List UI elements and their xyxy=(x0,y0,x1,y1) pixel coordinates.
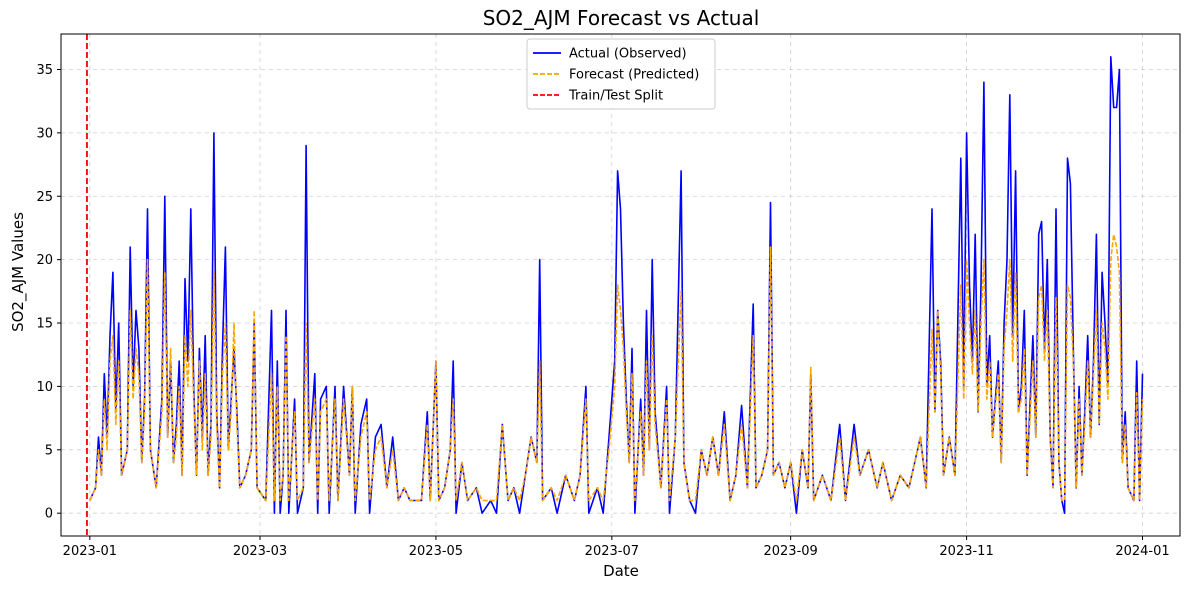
x-tick-label: 2023-11 xyxy=(939,544,993,559)
y-tick-label: 0 xyxy=(45,507,53,522)
legend-label: Actual (Observed) xyxy=(569,47,687,62)
grid xyxy=(61,34,1180,536)
y-tick-label: 20 xyxy=(36,253,53,268)
forecast-series-line xyxy=(89,233,1144,502)
plot-frame xyxy=(60,33,1181,537)
legend-label: Forecast (Predicted) xyxy=(569,68,699,83)
plot-series xyxy=(89,56,1144,514)
x-axis-title: Date xyxy=(603,562,639,580)
y-axis-title: SO2_AJM Values xyxy=(9,212,28,332)
actual-series-line xyxy=(89,56,1144,514)
x-tick-label: 2023-01 xyxy=(63,544,117,559)
x-tick-label: 2023-09 xyxy=(763,544,817,559)
y-tick-label: 5 xyxy=(45,443,53,458)
x-tick-label: 2023-07 xyxy=(585,544,639,559)
y-tick-label: 35 xyxy=(36,63,53,78)
legend: Actual (Observed) Forecast (Predicted) Tra… xyxy=(526,38,716,110)
y-tick-label: 15 xyxy=(36,317,53,332)
x-tick-label: 2023-03 xyxy=(233,544,287,559)
x-tick-label: 2023-05 xyxy=(409,544,463,559)
y-tick-label: 25 xyxy=(36,190,53,205)
axes: 2023-01 2023-03 2023-05 2023-07 2023-09 2023-… xyxy=(36,63,1169,559)
legend-label: Train/Test Split xyxy=(568,89,663,104)
y-tick-label: 30 xyxy=(36,126,53,141)
x-tick-label: 2024-01 xyxy=(1115,544,1169,559)
chart-title: SO2_AJM Forecast vs Actual xyxy=(483,6,760,30)
legend-box xyxy=(526,38,716,110)
y-tick-label: 10 xyxy=(36,380,53,395)
